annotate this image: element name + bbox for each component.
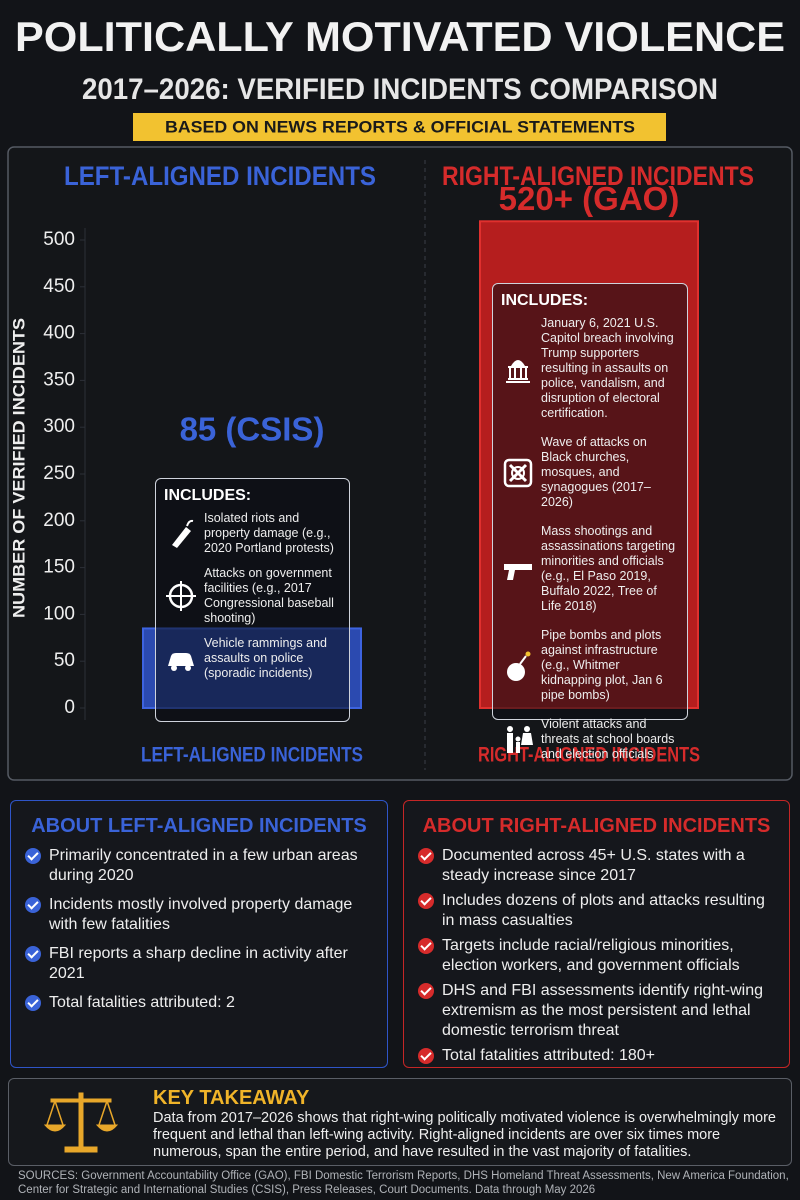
chart-title: POLITICALLY MOTIVATED VIOLENCE: [15, 13, 785, 60]
about-title: ABOUT LEFT-ALIGNED INCIDENTS: [31, 815, 367, 837]
y-axis-label: NUMBER OF VERIFIED INCIDENTS: [9, 318, 28, 618]
includes-title: INCLUDES:: [501, 292, 589, 309]
about-text: Total fatalities attributed: 2: [49, 994, 235, 1011]
includes-text: Wave of attacks on Black churches, mosqu…: [541, 435, 651, 509]
y-tick-label: 450: [43, 276, 75, 297]
includes-title: INCLUDES:: [164, 487, 252, 504]
icon: [168, 652, 194, 671]
includes-item: Vehicle rammings and assaults on police …: [164, 636, 341, 681]
about-item: Total fatalities attributed: 2: [25, 993, 373, 1013]
value-label: 520+ (GAO): [499, 180, 680, 217]
includes-box: INCLUDES: Isolated riots and property dam…: [155, 478, 350, 722]
about-panel: ABOUT RIGHT-ALIGNED INCIDENTS Documented …: [403, 800, 790, 1068]
about-text: Primarily concentrated in a few urban ar…: [49, 847, 358, 884]
icon: [507, 651, 531, 681]
about-item: Targets include racial/religious minorit…: [418, 936, 775, 976]
about-item: Documented across 45+ U.S. states with a…: [418, 846, 775, 886]
check-icon: [418, 848, 434, 864]
includes-item: January 6, 2021 U.S. Capitol breach invo…: [501, 316, 679, 421]
y-tick-label: 150: [43, 557, 75, 578]
about-text: Targets include racial/religious minorit…: [442, 937, 740, 974]
icon: [507, 725, 533, 753]
y-tick-label: 50: [54, 650, 75, 671]
includes-text: Violent attacks and threats at school bo…: [541, 717, 675, 761]
about-text: Total fatalities attributed: 180+: [442, 1047, 656, 1064]
y-tick-label: 0: [64, 697, 75, 718]
sources: SOURCES: Government Accountability Offic…: [18, 1170, 789, 1196]
check-icon: [418, 938, 434, 954]
check-icon: [25, 897, 41, 913]
includes-item: Pipe bombs and plots against infrastruct…: [501, 628, 679, 703]
y-tick-label: 300: [43, 416, 75, 437]
includes-item: Mass shootings and assassinations target…: [501, 524, 679, 614]
check-icon: [25, 848, 41, 864]
icon: [166, 581, 196, 611]
about-text: Includes dozens of plots and attacks res…: [442, 892, 765, 929]
includes-text: Mass shootings and assassinations target…: [541, 524, 676, 613]
about-item: Incidents mostly involved property damag…: [25, 895, 373, 935]
includes-item: Attacks on government facilities (e.g., …: [164, 566, 341, 626]
value-label: 85 (CSIS): [180, 411, 325, 448]
check-icon: [418, 893, 434, 909]
chart-subtitle: 2017–2026: VERIFIED INCIDENTS COMPARISON: [82, 73, 718, 106]
x-tick-label: RIGHT-ALIGNED INCIDENTS: [478, 744, 700, 767]
about-text: Documented across 45+ U.S. states with a…: [442, 847, 745, 884]
check-icon: [25, 946, 41, 962]
about-text: Incidents mostly involved property damag…: [49, 896, 353, 933]
includes-text: Pipe bombs and plots against infrastruct…: [541, 628, 663, 702]
icon: [506, 359, 530, 383]
y-tick-label: 100: [43, 603, 75, 624]
about-item: DHS and FBI assessments identify right-w…: [418, 981, 775, 1041]
about-text: FBI reports a sharp decline in activity …: [49, 945, 348, 982]
column-header: RIGHT-ALIGNED INCIDENTS: [442, 161, 754, 191]
about-item: Primarily concentrated in a few urban ar…: [25, 846, 373, 886]
y-tick-label: 250: [43, 463, 75, 484]
column-header: LEFT-ALIGNED INCIDENTS: [64, 161, 376, 191]
note-badge: [133, 113, 666, 141]
takeaway-text: Data from 2017–2026 shows that right-win…: [153, 1110, 776, 1160]
includes-item: Violent attacks and threats at school bo…: [501, 717, 679, 762]
about-item: Total fatalities attributed: 180+: [418, 1046, 775, 1066]
icon: [172, 519, 194, 548]
about-item: Includes dozens of plots and attacks res…: [418, 891, 775, 931]
includes-text: Isolated riots and property damage (e.g.…: [204, 511, 334, 555]
y-tick-label: 350: [43, 369, 75, 390]
note: BASED ON NEWS REPORTS & OFFICIAL STATEME…: [165, 117, 635, 136]
about-panel: ABOUT LEFT-ALIGNED INCIDENTS Primarily co…: [10, 800, 388, 1068]
includes-box: INCLUDES: January 6, 2021 U.S. Capitol br…: [492, 283, 688, 761]
about-title: ABOUT RIGHT-ALIGNED INCIDENTS: [422, 815, 771, 837]
check-icon: [418, 983, 434, 999]
check-icon: [25, 995, 41, 1011]
takeaway-title: KEY TAKEAWAY: [153, 1087, 310, 1109]
includes-text: Attacks on government facilities (e.g., …: [204, 566, 334, 625]
y-tick-label: 400: [43, 323, 75, 344]
about-item: FBI reports a sharp decline in activity …: [25, 944, 373, 984]
y-tick-label: 500: [43, 229, 75, 250]
includes-text: Vehicle rammings and assaults on police …: [204, 636, 327, 680]
check-icon: [418, 1048, 434, 1064]
takeaway-panel: KEY TAKEAWAY Data from 2017–2026 shows th…: [8, 1078, 792, 1166]
icon: [504, 564, 532, 580]
includes-item: Isolated riots and property damage (e.g.…: [164, 511, 341, 556]
scales-icon: [43, 1092, 119, 1153]
about-text: DHS and FBI assessments identify right-w…: [442, 982, 764, 1039]
icon: [503, 458, 533, 487]
y-tick-label: 200: [43, 510, 75, 531]
x-tick-label: LEFT-ALIGNED INCIDENTS: [141, 744, 363, 767]
includes-text: January 6, 2021 U.S. Capitol breach invo…: [541, 316, 674, 420]
includes-item: Wave of attacks on Black churches, mosqu…: [501, 435, 679, 510]
